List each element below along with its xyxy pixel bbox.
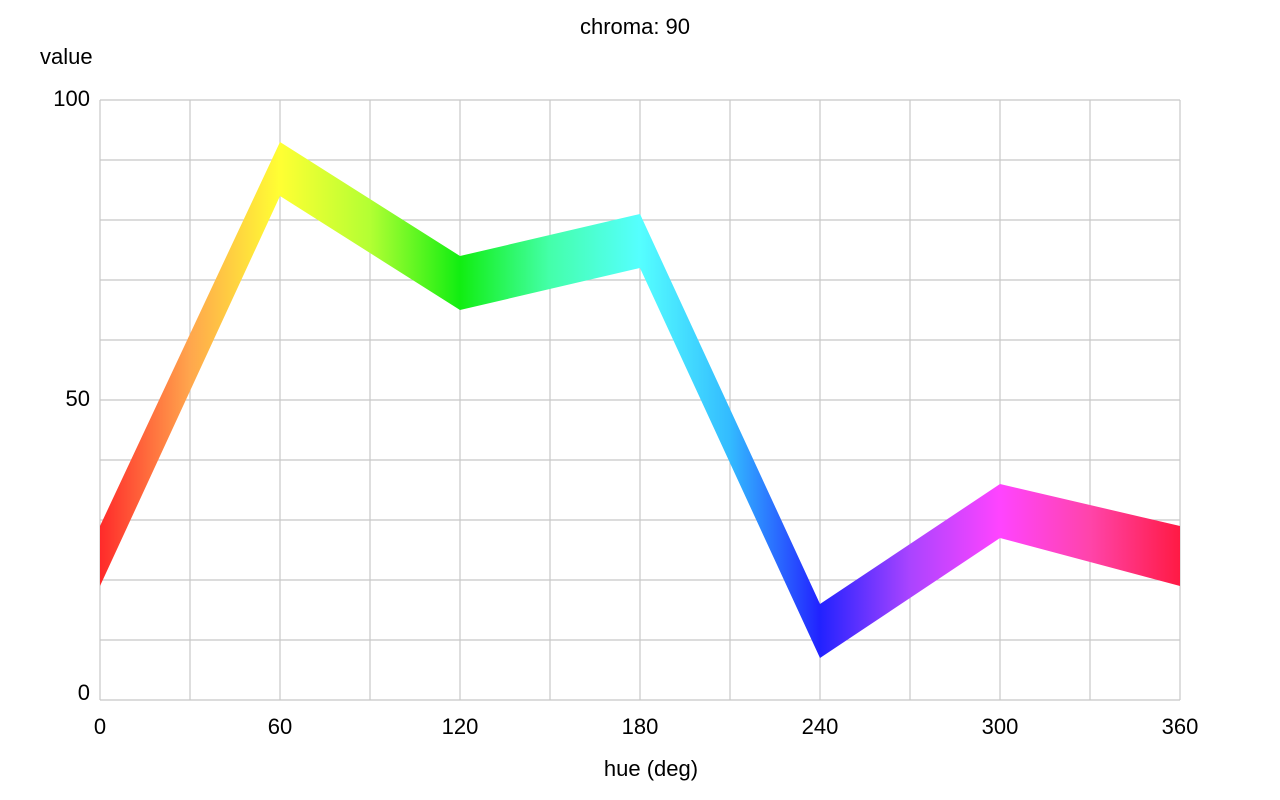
- x-tick-label: 180: [622, 714, 659, 739]
- grid: [99, 99, 1181, 701]
- x-tick-label: 240: [802, 714, 839, 739]
- chart-title: chroma: 90: [580, 14, 690, 39]
- x-tick-label: 300: [982, 714, 1019, 739]
- y-tick-label: 100: [53, 86, 90, 111]
- x-tick-label: 60: [268, 714, 292, 739]
- y-tick-label: 0: [78, 680, 90, 705]
- x-tick-label: 0: [94, 714, 106, 739]
- x-tick-label: 360: [1162, 714, 1199, 739]
- y-tick-labels: 0 50 100: [53, 86, 90, 705]
- x-tick-labels: 0 60 120 180 240 300 360: [94, 714, 1198, 739]
- x-axis-label: hue (deg): [604, 756, 698, 781]
- x-tick-label: 120: [442, 714, 479, 739]
- value-band: [100, 142, 1180, 658]
- y-tick-label: 50: [66, 386, 90, 411]
- y-axis-label: value: [40, 44, 93, 69]
